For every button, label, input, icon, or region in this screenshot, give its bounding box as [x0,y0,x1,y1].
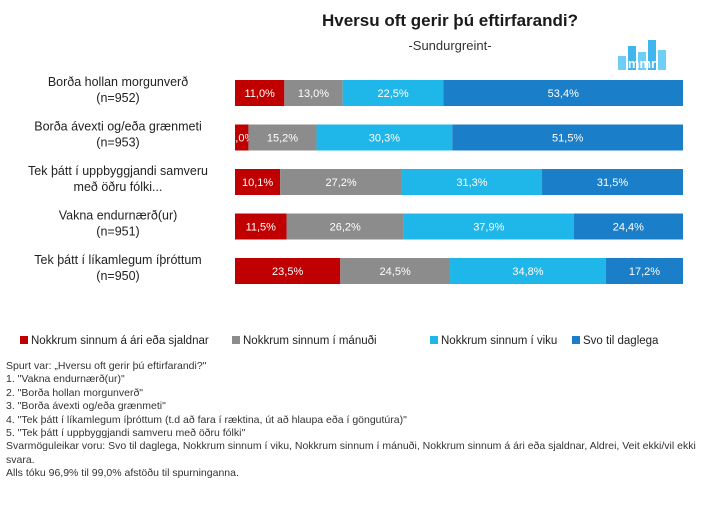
logo-text: mmr [628,56,656,71]
legend-swatch [572,336,580,344]
bar-segment [450,258,606,284]
legend-swatch [232,336,240,344]
legend-entry: Nokkrum sinnum í mánuði [243,335,377,347]
bar-area: 11,0% 13,0% 22,5% 53,4% 3,0% 15,2% 30,3% 51,5% 1… [229,80,683,284]
bar-segment [280,169,402,195]
bar-segment [401,169,543,195]
category-label: (n=950) [96,269,139,283]
category-label: (n=952) [96,91,139,105]
note-item-2: 2. "Borða hollan morgunverð" [6,386,144,399]
data-label: 23,5% [272,266,303,278]
category-label: Tek þátt í líkamlegum íþróttum [34,253,201,267]
bar-segment [235,258,341,284]
data-label: 11,0% [244,88,275,100]
bar-segment [286,213,404,240]
data-label: 51,5% [552,133,583,145]
note-item-5: 5. "Tek þátt í uppbyggjandi samveru með … [6,427,246,440]
data-label: 3,0% [229,133,254,145]
bar-segment [316,124,453,151]
bar-segment [235,124,249,151]
mmr-logo: mmr [618,40,666,71]
data-label: 27,2% [325,177,356,189]
note-item-3: 3. "Borða ávexti og/eða grænmeti" [6,400,166,413]
data-label: 31,3% [456,177,487,189]
data-label: 31,5% [597,177,628,189]
data-label: 53,4% [548,88,579,100]
category-labels: Borða hollan morgunverð (n=952) Borða ávex… [28,75,208,283]
note-item-4: 4. "Tek þátt í líkamlegum íþróttum (t.d … [6,413,407,426]
category-label: (n=951) [96,225,139,239]
data-label: 30,3% [369,133,400,145]
category-label: Tek þátt í uppbyggjandi samveru [28,164,208,178]
note-response-rate: Alls tóku 96,9% til 99,0% afstöðu til sp… [6,467,239,480]
bar-segment [284,80,343,106]
bar-segment [605,258,683,284]
data-label: 24,4% [613,222,644,234]
data-label: 24,5% [380,266,411,278]
data-label: 37,9% [473,222,504,234]
note-item-1: 1. "Vakna endurnærð(ur)" [6,373,125,386]
bar-segment [542,169,683,195]
bar-segment [235,169,281,195]
legend-entry: Nokkrum sinnum í viku [441,335,557,347]
data-label: 34,8% [512,266,543,278]
bar-segment [452,124,683,151]
category-label: Vakna endurnærð(ur) [59,209,178,223]
category-label: Borða hollan morgunverð [48,75,188,89]
data-label: 10,1% [242,177,273,189]
note-question: Spurt var: „Hversu oft gerir þú eftirfar… [6,360,207,372]
data-label: 15,2% [267,133,298,145]
data-label: 26,2% [330,222,361,234]
bar-segment [340,258,451,284]
bar-segment [235,80,285,106]
bar-segment [403,213,574,240]
notes: Spurt var: „Hversu oft gerir þú eftirfar… [6,360,706,481]
chart-title: Hversu oft gerir þú eftirfarandi? [322,11,578,30]
bar-segment [443,80,683,106]
legend: Nokkrum sinnum á ári eða sjaldnar Nokkrum… [20,335,659,347]
bar-segment [235,213,287,240]
note-answer-options: Svarmöguleikar voru: Svo til daglega, No… [6,440,696,466]
category-label: Borða ávexti og/eða grænmeti [34,120,201,134]
chart-subtitle: -Sundurgreint- [408,38,491,53]
data-label: 11,5% [246,222,277,234]
data-label: 17,2% [629,266,660,278]
bar-segment [573,213,683,240]
bar-segment [248,124,317,151]
legend-swatch [430,336,438,344]
legend-entry: Svo til daglega [583,335,659,347]
legend-entry: Nokkrum sinnum á ári eða sjaldnar [31,335,209,347]
data-label: 13,0% [298,88,329,100]
category-label: með öðru fólki... [74,180,163,194]
legend-swatch [20,336,28,344]
category-label: (n=953) [96,136,139,150]
data-label: 22,5% [377,88,408,100]
bar-segment [342,80,444,106]
chart: Hversu oft gerir þú eftirfarandi? -Sundu… [20,11,683,347]
